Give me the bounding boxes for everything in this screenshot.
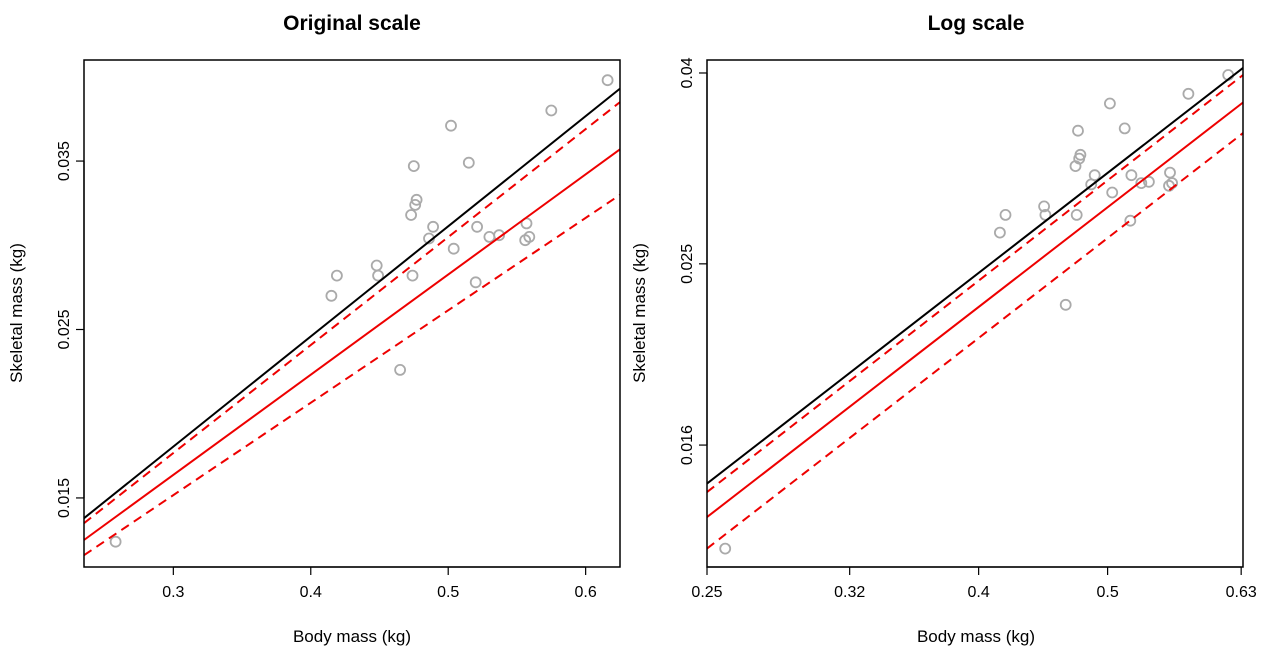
- y-tick-label: 0.015: [56, 478, 73, 518]
- data-point: [601, 74, 614, 87]
- x-tick-label: 0.32: [834, 584, 865, 601]
- plot-area: [83, 74, 621, 557]
- dashed-line: [706, 74, 1244, 493]
- data-point: [109, 535, 122, 548]
- x-tick-label: 0.4: [300, 584, 322, 601]
- y-tick-label: 0.035: [56, 141, 73, 181]
- points-series: [109, 74, 614, 548]
- regression-line: [706, 101, 1244, 518]
- x-axis-label: Body mass (kg): [917, 627, 1035, 646]
- panel-title: Log scale: [928, 12, 1025, 35]
- points-series: [719, 69, 1235, 555]
- data-point: [1124, 214, 1137, 227]
- x-tick-label: 0.5: [437, 584, 459, 601]
- x-tick-label: 0.25: [691, 584, 722, 601]
- plot-area: [706, 67, 1244, 555]
- data-point: [1088, 169, 1101, 182]
- x-axis: 0.3 0.4 0.5 0.6: [162, 566, 597, 601]
- data-point: [483, 230, 496, 243]
- regression-line: [83, 148, 621, 541]
- data-point: [1143, 175, 1155, 188]
- data-point: [462, 156, 475, 169]
- dashed-line: [83, 101, 621, 524]
- regression-line: [83, 87, 621, 519]
- x-axis: 0.25 0.32 0.4 0.5 0.63: [691, 566, 1257, 601]
- panel-log-scale: Log scale 0.25 0.32 0.4 0.5 0.63 0.0160.0250…: [630, 12, 1257, 646]
- data-point: [427, 220, 440, 233]
- data-point: [407, 160, 420, 173]
- data-point: [1104, 97, 1116, 110]
- data-point: [469, 276, 482, 289]
- data-point: [1164, 166, 1176, 179]
- data-point: [445, 119, 457, 132]
- y-axis-label: Skeletal mass (kg): [630, 243, 649, 383]
- x-tick-label: 0.3: [162, 584, 184, 601]
- data-point: [1059, 298, 1072, 311]
- data-point: [447, 242, 460, 255]
- y-axis: 0.015 0.025 0.035: [56, 141, 85, 518]
- y-axis-label: Skeletal mass (kg): [7, 243, 26, 383]
- data-point: [1038, 200, 1050, 213]
- data-point: [1074, 148, 1087, 161]
- x-axis-label: Body mass (kg): [293, 627, 411, 646]
- lines-series: [83, 87, 621, 557]
- plot-frame: [706, 59, 1244, 568]
- dashed-line: [83, 193, 621, 557]
- data-point: [1182, 87, 1195, 100]
- y-axis: 0.016 0.025 0.04: [679, 57, 708, 465]
- data-point: [719, 542, 732, 555]
- y-tick-label: 0.04: [679, 57, 696, 88]
- data-point: [1125, 169, 1138, 182]
- x-tick-label: 0.6: [575, 584, 597, 601]
- data-point: [1070, 208, 1083, 221]
- data-point: [406, 269, 419, 282]
- lines-series: [706, 67, 1244, 550]
- data-point: [372, 269, 385, 282]
- regression-line: [706, 67, 1244, 485]
- y-tick-label: 0.025: [679, 244, 696, 284]
- dashed-line: [706, 132, 1244, 550]
- data-point: [471, 220, 484, 233]
- panel-original-scale: Original scale 0.3 0.4 0.5 0.6 0.0150.0250.…: [7, 12, 621, 646]
- data-point: [410, 193, 423, 206]
- data-point: [325, 289, 338, 302]
- data-point: [409, 198, 422, 211]
- y-tick-label: 0.016: [679, 425, 696, 465]
- data-point: [370, 259, 383, 272]
- data-point: [523, 230, 536, 243]
- data-point: [394, 363, 407, 376]
- data-point: [1106, 186, 1119, 199]
- data-point: [493, 229, 506, 242]
- data-point: [1118, 122, 1131, 135]
- x-tick-label: 0.4: [968, 584, 990, 601]
- data-point: [999, 208, 1012, 221]
- data-point: [545, 104, 558, 117]
- data-point: [405, 209, 418, 221]
- data-point: [1135, 177, 1148, 190]
- data-point: [994, 226, 1006, 239]
- data-point: [1072, 124, 1084, 137]
- x-tick-label: 0.5: [1096, 584, 1118, 601]
- panel-title: Original scale: [283, 12, 421, 35]
- y-tick-label: 0.025: [56, 309, 73, 349]
- plot-frame: [83, 59, 621, 568]
- data-point: [330, 269, 343, 282]
- x-tick-label: 0.63: [1226, 584, 1257, 601]
